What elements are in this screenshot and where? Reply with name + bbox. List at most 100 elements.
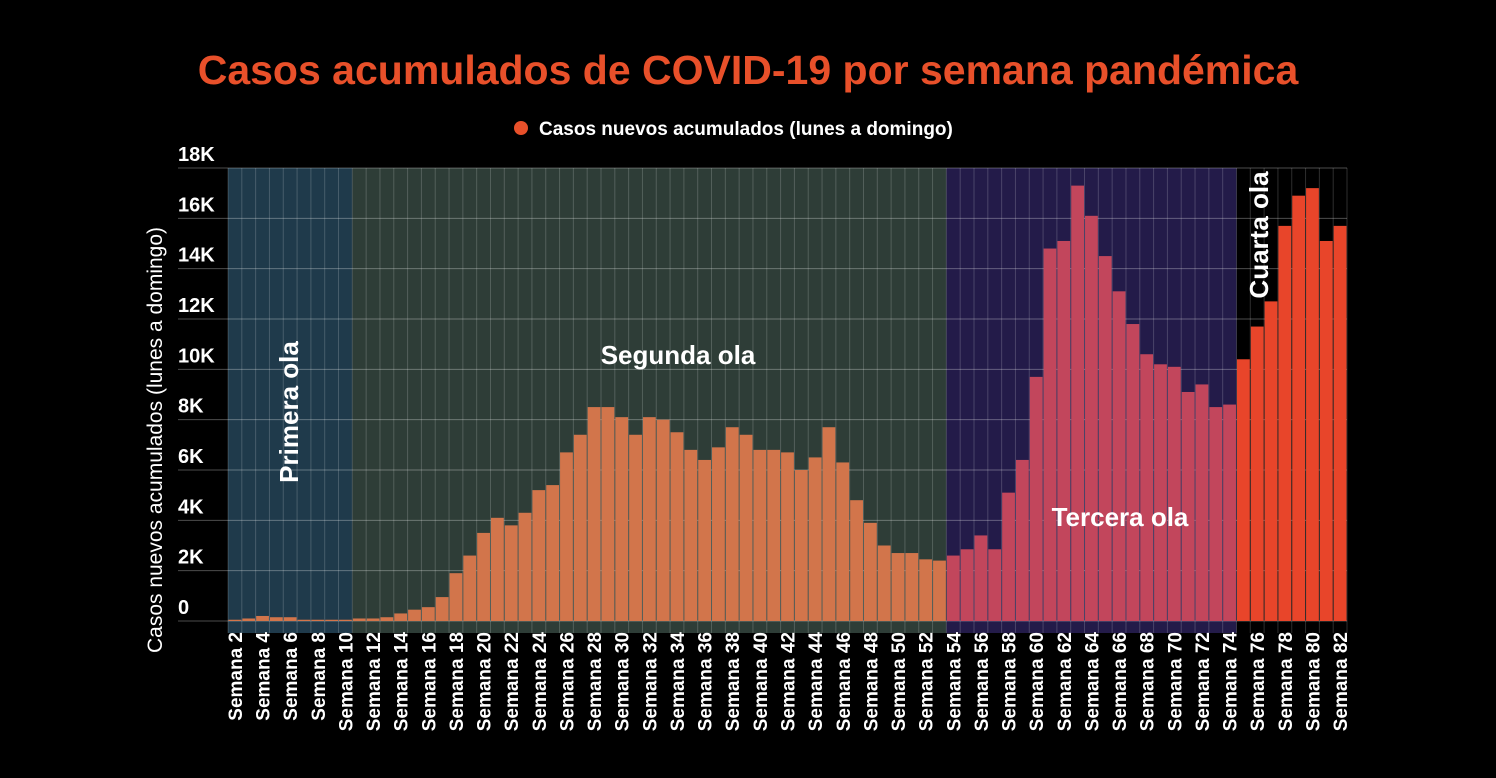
- bar: [836, 462, 850, 621]
- bar: [1195, 384, 1209, 621]
- bar: [1126, 324, 1140, 621]
- bar: [463, 555, 477, 621]
- bar: [394, 613, 408, 621]
- x-tick-label: Semana 28: [585, 632, 606, 731]
- x-tick-label: Semana 76: [1248, 632, 1269, 731]
- bar: [642, 417, 656, 621]
- bar: [1319, 240, 1333, 621]
- chart-title: Casos acumulados de COVID-19 por semana …: [198, 47, 1300, 93]
- x-tick-label: Semana 50: [889, 632, 910, 731]
- x-tick-label: Semana 38: [723, 632, 744, 731]
- bar: [601, 407, 615, 621]
- y-tick-label: 2K: [178, 547, 204, 569]
- bar: [1112, 291, 1126, 621]
- x-tick-label: Semana 66: [1110, 632, 1131, 731]
- bar: [656, 419, 670, 621]
- bar: [919, 559, 933, 621]
- bar: [1292, 195, 1306, 621]
- x-tick-label: Semana 82: [1331, 632, 1352, 731]
- bar: [560, 452, 573, 621]
- bar: [380, 617, 394, 621]
- wave-label: Segunda ola: [601, 340, 756, 370]
- bar: [490, 517, 504, 621]
- y-tick-label: 6K: [178, 446, 204, 468]
- x-tick-label: Semana 6: [281, 632, 302, 721]
- x-tick-label: Semana 54: [944, 632, 965, 732]
- x-tick-label: Semana 12: [364, 632, 385, 731]
- y-axis-label: Casos nuevos acumulados (lunes a domingo…: [144, 227, 167, 653]
- bar: [1071, 185, 1085, 621]
- bar: [615, 417, 629, 621]
- x-tick-label: Semana 48: [861, 632, 882, 731]
- y-tick-label: 14K: [178, 245, 215, 267]
- x-tick-label: Semana 64: [1082, 632, 1103, 732]
- bar: [435, 597, 449, 621]
- bar: [850, 500, 863, 621]
- bar: [408, 609, 421, 621]
- bar: [933, 560, 946, 621]
- y-tick-label: 4K: [178, 496, 204, 518]
- x-tick-label: Semana 18: [447, 632, 468, 731]
- bar: [725, 427, 739, 621]
- bar: [712, 447, 725, 621]
- bar: [684, 449, 698, 621]
- x-tick-label: Semana 70: [1165, 632, 1186, 731]
- bar: [863, 522, 877, 621]
- legend-marker: [514, 121, 528, 135]
- bar: [891, 553, 905, 621]
- bar: [477, 532, 490, 621]
- bar: [325, 619, 339, 621]
- wave-label: Primera ola: [274, 341, 304, 483]
- bar: [670, 432, 684, 621]
- x-tick-label: Semana 22: [502, 632, 523, 731]
- bar: [352, 618, 366, 621]
- bar: [1306, 188, 1319, 621]
- x-tick-label: Semana 58: [1000, 632, 1021, 731]
- bar: [518, 512, 532, 621]
- bar: [283, 617, 297, 621]
- bar: [1250, 326, 1264, 621]
- bar: [1167, 366, 1181, 621]
- y-tick-label: 10K: [178, 345, 215, 367]
- bar: [1154, 364, 1167, 621]
- x-tick-label: Semana 62: [1055, 632, 1076, 731]
- bar: [1140, 354, 1154, 621]
- bar: [1002, 492, 1015, 621]
- x-tick-label: Semana 46: [834, 632, 855, 731]
- x-tick-label: Semana 8: [309, 632, 330, 721]
- x-tick-label: Semana 56: [972, 632, 993, 731]
- bar: [1236, 359, 1250, 621]
- x-tick-label: Semana 68: [1138, 632, 1159, 731]
- bar: [1098, 256, 1112, 621]
- bar: [753, 449, 767, 621]
- bar: [587, 407, 601, 621]
- y-tick-label: 12K: [178, 295, 215, 317]
- y-tick-label: 16K: [178, 194, 215, 216]
- bar: [297, 619, 311, 621]
- bar: [504, 525, 518, 621]
- x-tick-label: Semana 74: [1221, 632, 1242, 732]
- bar: [449, 573, 463, 621]
- bar: [877, 545, 891, 621]
- bar: [546, 485, 560, 621]
- x-tick-label: Semana 4: [254, 632, 275, 721]
- y-tick-label: 0: [178, 597, 189, 619]
- x-tick-label: Semana 2: [226, 632, 247, 721]
- x-tick-label: Semana 16: [419, 632, 440, 731]
- bar: [781, 452, 794, 621]
- x-tick-label: Semana 42: [779, 632, 800, 731]
- wave-label: Cuarta ola: [1244, 171, 1274, 299]
- x-tick-label: Semana 80: [1303, 632, 1324, 731]
- bar: [988, 549, 1002, 621]
- bar: [228, 619, 242, 621]
- bar: [573, 434, 587, 621]
- x-tick-label: Semana 24: [530, 632, 551, 732]
- x-tick-label: Semana 52: [917, 632, 938, 731]
- x-tick-label: Semana 72: [1193, 632, 1214, 731]
- x-tick-label: Semana 40: [751, 632, 772, 731]
- bar: [1043, 248, 1057, 622]
- x-tick-label: Semana 10: [336, 632, 357, 731]
- y-tick-label: 8K: [178, 396, 204, 418]
- bar: [946, 555, 960, 621]
